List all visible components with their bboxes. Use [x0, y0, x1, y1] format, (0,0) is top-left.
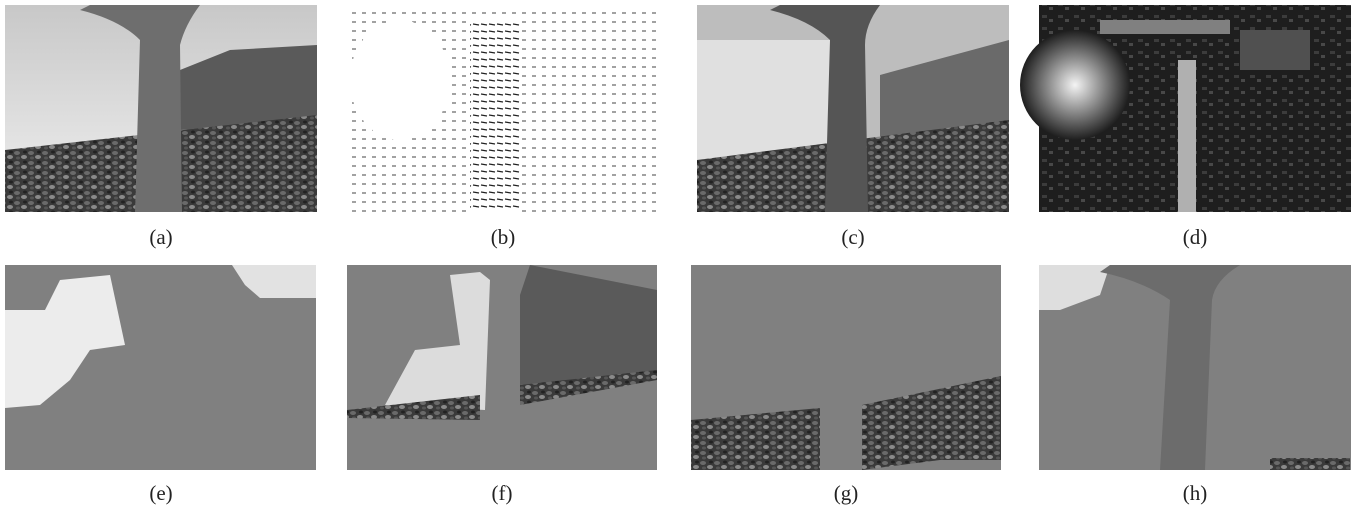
caption: (d) — [1183, 225, 1208, 249]
caption: (f) — [492, 481, 513, 505]
caption: (e) — [149, 481, 172, 505]
caption: (b) — [491, 225, 516, 249]
panel-h — [1039, 265, 1351, 470]
panel-d — [1020, 5, 1351, 212]
panel-g — [691, 265, 1001, 470]
panel-a — [5, 5, 317, 212]
panel-e — [5, 265, 316, 470]
panel-c — [697, 5, 1009, 212]
caption: (g) — [834, 481, 859, 505]
panel-b — [347, 5, 659, 212]
caption: (a) — [149, 225, 172, 249]
panel-f — [347, 265, 657, 470]
figure: (a) (b) (c) (d) (e) (f) (g) (h) — [0, 0, 1355, 510]
caption: (h) — [1183, 481, 1208, 505]
caption: (c) — [841, 225, 864, 249]
